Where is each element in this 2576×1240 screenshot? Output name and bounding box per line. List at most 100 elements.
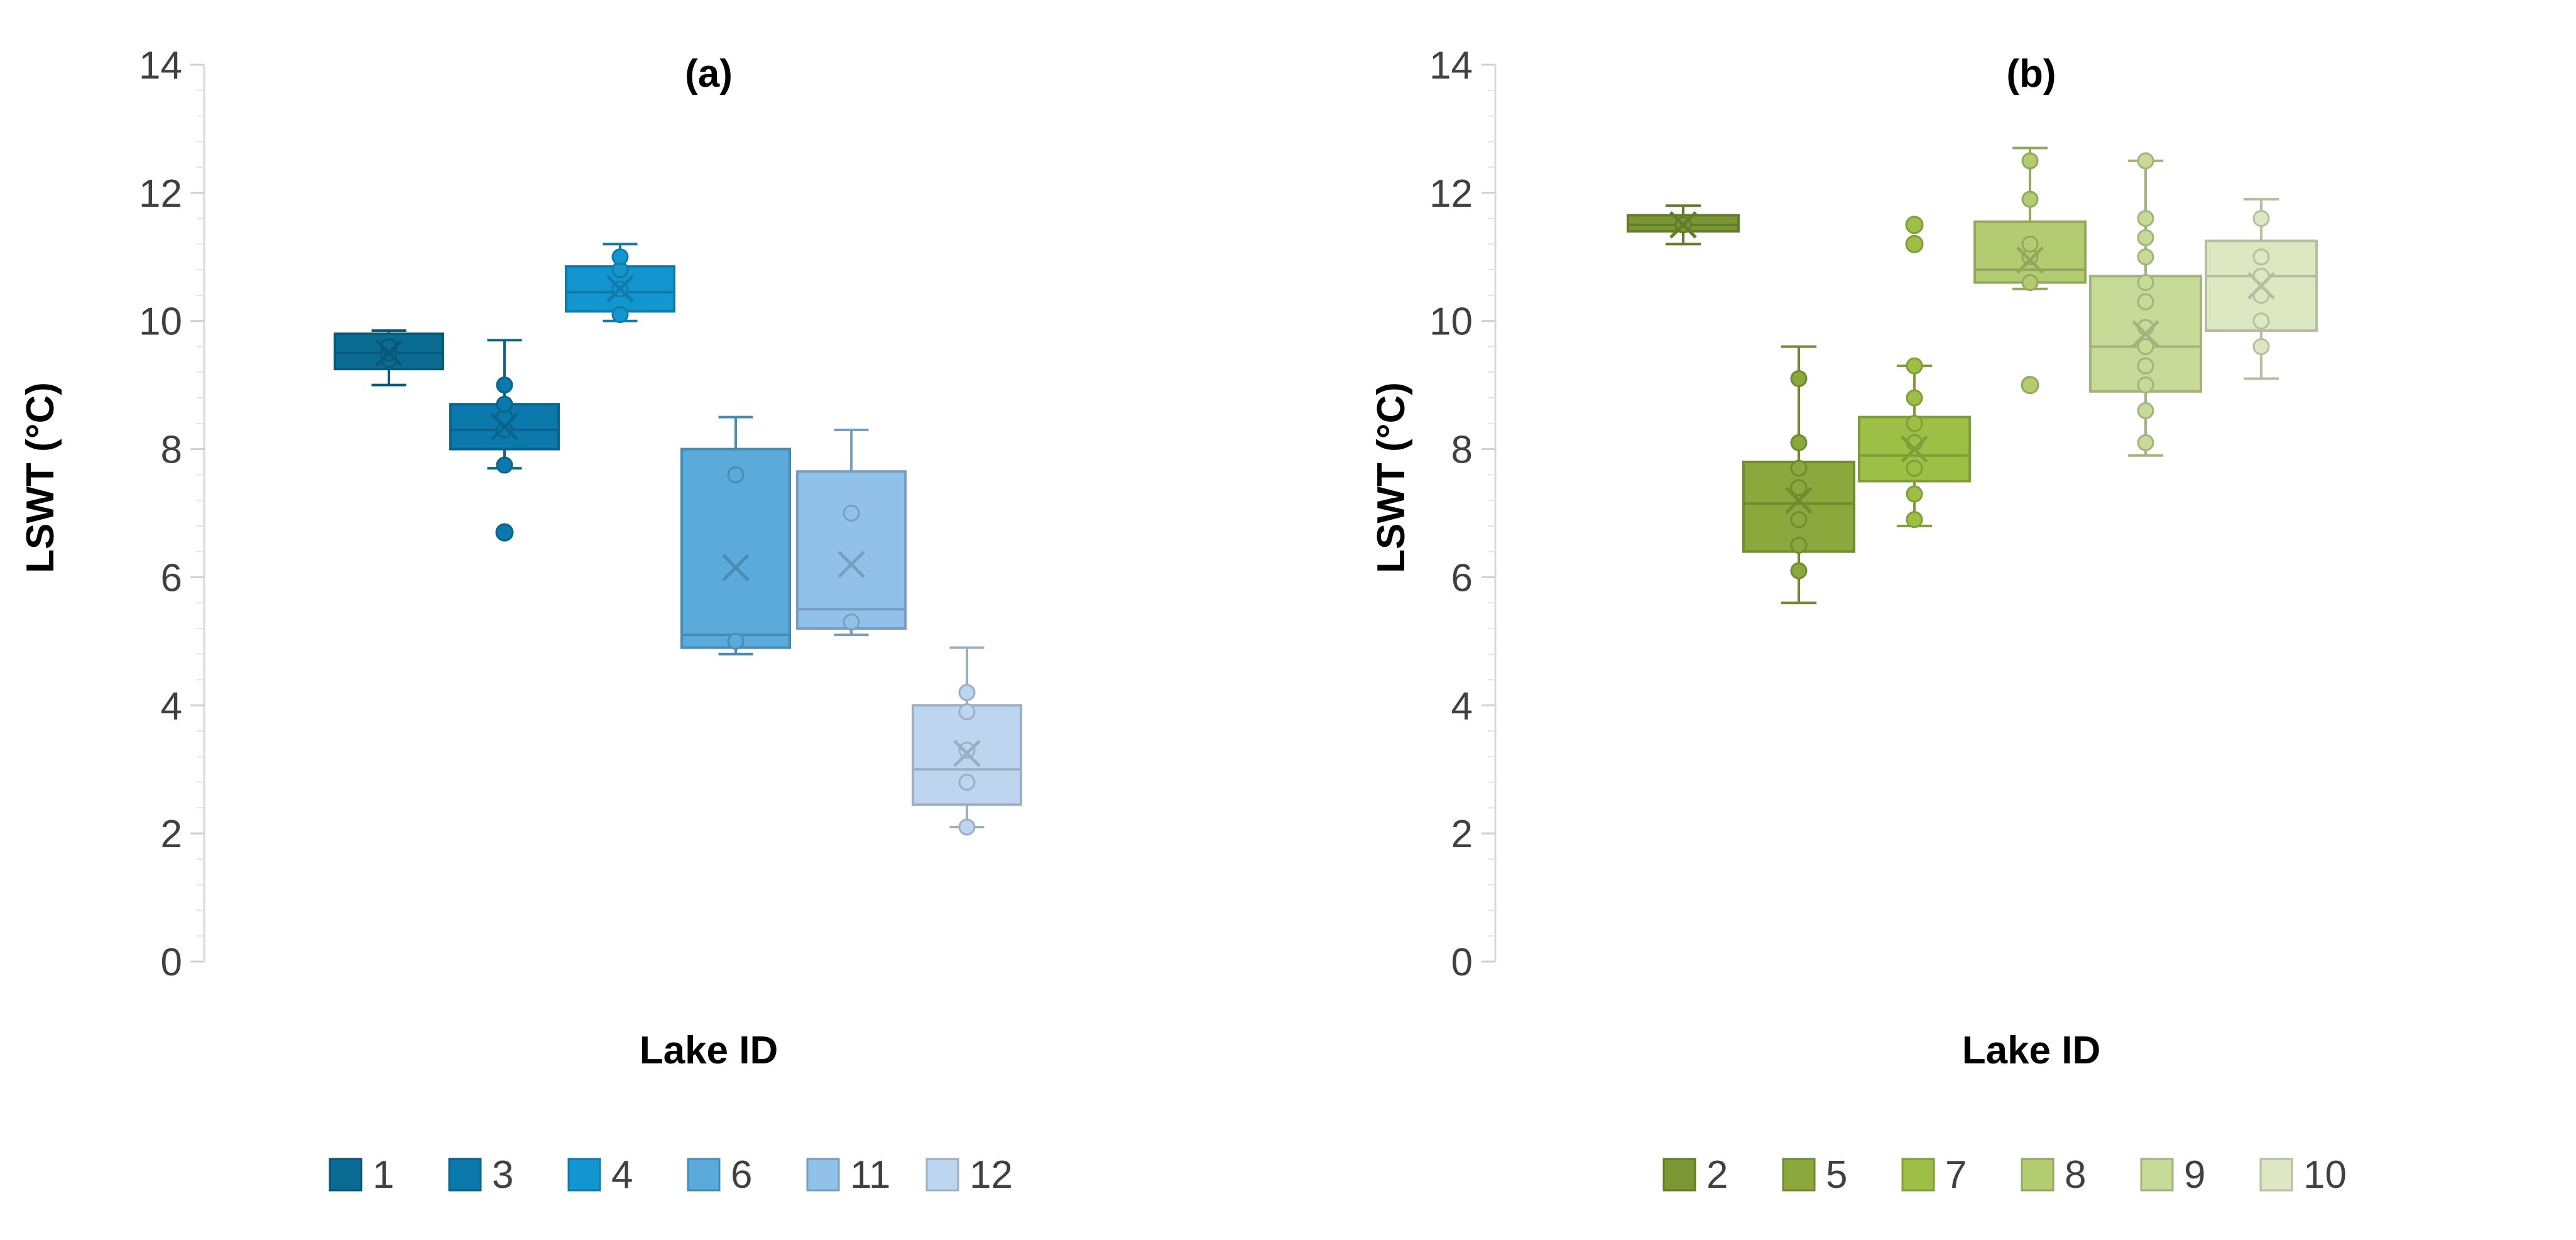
chart-b-ytick-label: 12 [1429, 172, 1473, 216]
data-point [496, 395, 513, 413]
legend-label: 4 [611, 1153, 633, 1197]
chart-a-ytick-label: 8 [161, 429, 182, 472]
data-point [2137, 357, 2154, 375]
legend-swatch [1782, 1158, 1816, 1192]
mean-marker [2247, 272, 2275, 300]
outlier-point [2021, 376, 2039, 395]
chart-b-box-lake-10 [2205, 198, 2318, 380]
legend-swatch [329, 1158, 363, 1192]
data-point [958, 684, 976, 701]
data-point [496, 376, 513, 394]
data-point [496, 456, 513, 474]
data-point [843, 505, 860, 522]
data-point [2137, 376, 2154, 394]
legend-label: 9 [2184, 1153, 2205, 1197]
chart-b-ylabel: LSWT (°C) [1370, 382, 1413, 573]
chart-a-legend: 1 3 4 6 11 12 [329, 1153, 1013, 1197]
legend-label: 5 [1826, 1153, 1847, 1197]
mean-marker [1785, 486, 1813, 514]
mean-marker [953, 739, 981, 767]
data-point [1790, 479, 1808, 497]
legend-item-lake-5: 5 [1782, 1153, 1847, 1197]
legend-item-lake-8: 8 [2021, 1153, 2086, 1197]
chart-b-box-lake-5 [1742, 345, 1855, 605]
chart-a-box-lake-6 [680, 415, 791, 656]
chart-a-title: (a) [685, 52, 733, 96]
chart-a-xlabel: Lake ID [640, 1029, 778, 1072]
data-point [2137, 293, 2154, 310]
legend-label: 6 [731, 1153, 752, 1197]
box-iqr [1742, 460, 1855, 553]
data-point [1906, 415, 1923, 432]
data-point [1790, 536, 1808, 554]
legend-item-lake-4: 4 [567, 1153, 633, 1197]
chart-a-ytick-label: 4 [161, 684, 182, 728]
legend-item-lake-12: 12 [925, 1153, 1013, 1197]
legend-swatch [1662, 1158, 1696, 1192]
legend-swatch [567, 1158, 601, 1192]
data-point [1790, 562, 1808, 579]
data-point [2137, 337, 2154, 355]
data-point [2252, 312, 2270, 330]
legend-label: 8 [2065, 1153, 2086, 1197]
outlier-point [1905, 216, 1924, 234]
chart-b-box-lake-7 [1858, 216, 1971, 529]
legend-swatch [1901, 1158, 1935, 1192]
mean-marker [375, 339, 403, 367]
data-point [1790, 434, 1808, 451]
legend-item-lake-11: 11 [806, 1153, 890, 1197]
legend-item-lake-7: 7 [1901, 1153, 1967, 1197]
mean-marker [1901, 435, 1928, 463]
mean-marker [2016, 246, 2044, 274]
legend-label: 7 [1945, 1153, 1967, 1197]
data-point [1906, 485, 1923, 503]
chart-a-minor-ticks [197, 64, 204, 962]
data-point [727, 632, 745, 650]
legend-swatch [2140, 1158, 2174, 1192]
mean-marker [1669, 211, 1697, 239]
data-point [2137, 434, 2154, 451]
chart-a-box-lake-12 [912, 646, 1022, 836]
data-point [2252, 248, 2270, 266]
legend-swatch [2021, 1158, 2055, 1192]
data-point [958, 742, 976, 759]
chart-b-ytick-label: 10 [1429, 300, 1473, 344]
chart-b-ytick-label: 4 [1451, 684, 1473, 728]
chart-b-box-lake-8 [1973, 146, 2087, 395]
legend-swatch [448, 1158, 482, 1192]
chart-b-box-lake-2 [1627, 204, 1740, 246]
legend-item-lake-10: 10 [2259, 1153, 2347, 1197]
legend-label: 1 [373, 1153, 394, 1197]
mean-marker [491, 413, 518, 441]
chart-a-box-lake-4 [565, 243, 675, 324]
data-point [611, 248, 629, 266]
chart-a-ytick-label: 10 [139, 300, 182, 344]
data-point [1790, 459, 1808, 477]
data-point [1906, 511, 1923, 529]
chart-a-ytick-label: 0 [161, 941, 182, 984]
data-point [2137, 248, 2154, 266]
chart-b-ytick-label: 14 [1429, 44, 1473, 87]
data-point [2137, 210, 2154, 228]
legend-item-lake-3: 3 [448, 1153, 513, 1197]
outlier-point [495, 523, 514, 542]
chart-a-box-lake-11 [796, 428, 907, 637]
data-point [958, 818, 976, 836]
data-point [958, 703, 976, 720]
data-point [2252, 210, 2270, 228]
legend-item-lake-6: 6 [687, 1153, 752, 1197]
chart-b-ytick-label: 6 [1451, 556, 1473, 600]
mean-marker [722, 554, 750, 581]
legend-item-lake-9: 9 [2140, 1153, 2205, 1197]
data-point [2021, 235, 2039, 253]
data-point [1790, 511, 1808, 529]
data-point [2021, 190, 2039, 208]
chart-a-ytick-label: 6 [161, 556, 182, 600]
chart-a-ytick-label: 14 [139, 44, 182, 87]
chart-b-minor-ticks [1488, 64, 1495, 962]
legend-item-lake-2: 2 [1662, 1153, 1728, 1197]
legend-swatch [806, 1158, 840, 1192]
chart-b-ytick-label: 0 [1451, 941, 1473, 984]
chart-a-ytick-label: 2 [161, 813, 182, 856]
